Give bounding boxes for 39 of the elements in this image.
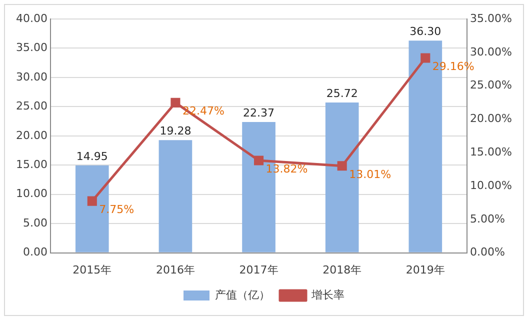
y2-tick-label: 15.00% [470,145,512,158]
point [254,156,264,166]
y2-tick-label: 20.00% [470,112,512,126]
legend-label: 增长率 [310,288,344,302]
point [337,161,347,171]
y2-tick-label: 5.00% [470,212,506,226]
data-label: 14.95 [76,150,108,163]
y-tick-label: 15.00 [16,158,48,171]
x-tick-label: 2019年 [406,263,445,276]
y-tick-label: 10.00 [16,187,48,200]
x-tick-label: 2018年 [322,263,362,276]
data-label: 13.82% [266,162,308,176]
y-tick-label: 0.00 [22,246,48,259]
data-label: 19.28 [160,124,192,138]
x-tick-label: 2016年 [156,263,195,276]
x-tick-label: 2015年 [72,263,112,276]
y-tick-label: 5.00 [22,216,48,230]
data-label: 13.01% [349,168,392,181]
legend-label: 产值（亿） [215,288,270,302]
data-label: 36.30 [410,24,442,38]
data-label: 7.75% [99,202,134,216]
y-tick-label: 40.00 [16,12,48,25]
data-label: 22.37 [243,106,275,120]
y-tick-label: 20.00 [16,128,48,142]
bar [158,140,192,252]
y2-tick-label: 25.00% [470,78,512,92]
point [420,53,430,63]
y2-tick-label: 0.00% [470,246,506,259]
y2-tick-label: 35.00% [470,12,512,25]
y2-tick-label: 10.00% [470,178,512,192]
point [170,98,180,108]
point [87,196,97,206]
data-label: 29.16% [432,60,474,73]
y-tick-label: 25.00 [16,100,48,113]
y2-tick-label: 30.00% [470,45,512,58]
data-label: 25.72 [326,86,358,100]
y-tick-label: 30.00 [16,70,48,84]
y-tick-label: 35.00 [16,41,48,54]
x-tick-label: 2017年 [239,263,278,276]
